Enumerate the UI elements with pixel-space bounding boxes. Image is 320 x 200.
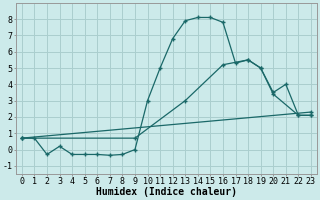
X-axis label: Humidex (Indice chaleur): Humidex (Indice chaleur) [96,187,237,197]
